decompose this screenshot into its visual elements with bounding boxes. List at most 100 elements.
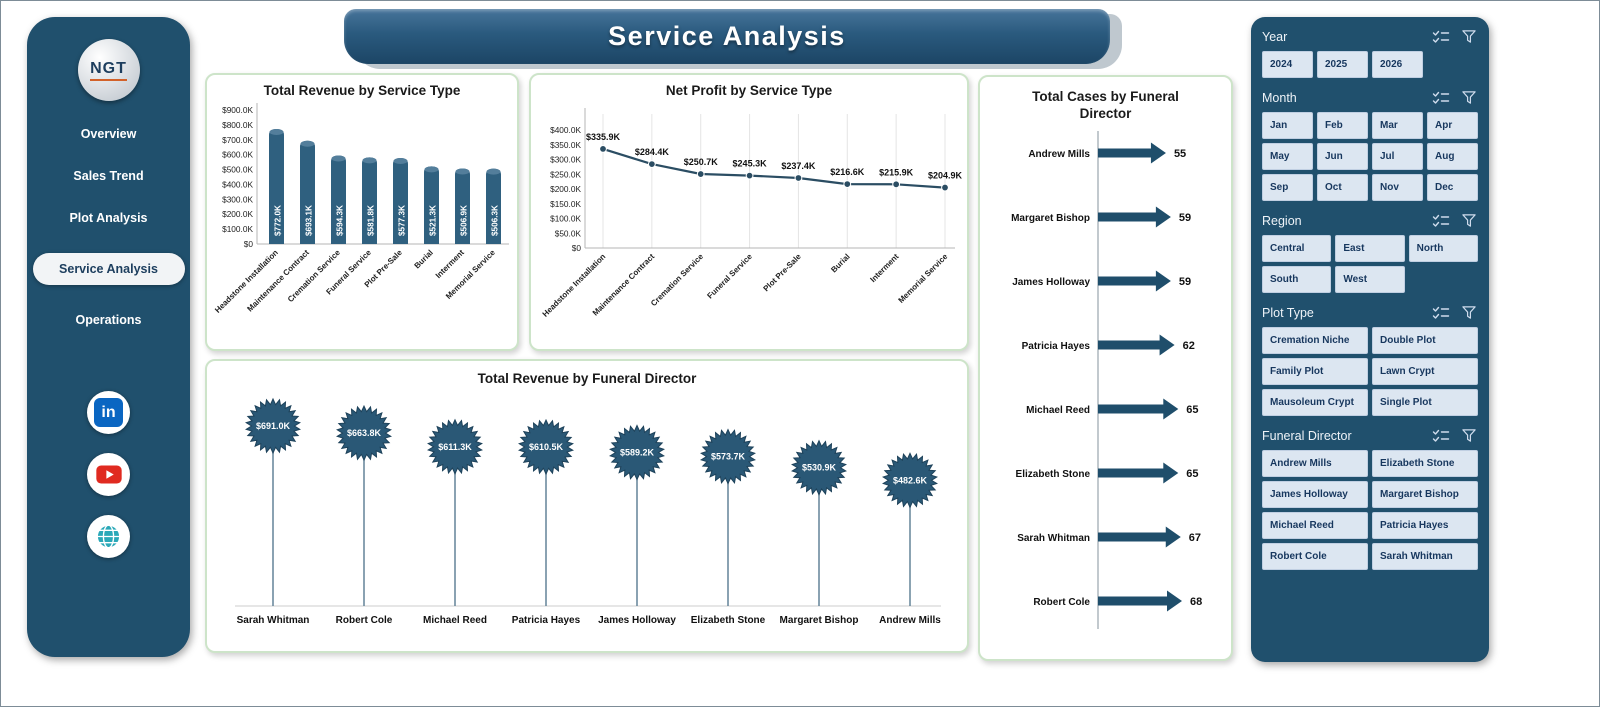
slicer-option-2025[interactable]: 2025 (1317, 51, 1368, 78)
star-value-label: $589.2K (620, 448, 655, 458)
chart-title: Total Cases by Funeral Director (1032, 89, 1179, 121)
bar-maintenance-contract (300, 140, 315, 244)
starburst-patricia-hayes (518, 418, 574, 476)
multi-select-icon[interactable] (1432, 428, 1450, 443)
slicer-option-sep[interactable]: Sep (1262, 174, 1313, 201)
bar-funeral-service (362, 157, 377, 244)
case-count-label: 65 (1186, 404, 1198, 416)
y-tick-label: $400.0K (222, 179, 253, 189)
clear-filter-icon[interactable] (1460, 29, 1478, 44)
slicer-option-apr[interactable]: Apr (1427, 112, 1478, 139)
slicer-option-may[interactable]: May (1262, 143, 1313, 170)
clear-filter-icon[interactable] (1460, 305, 1478, 320)
x-category-label: Burial (829, 252, 851, 274)
linkedin-badge: in (94, 398, 123, 427)
clear-filter-icon[interactable] (1460, 213, 1478, 228)
bar-value-label: $581.8K (367, 205, 376, 236)
ngt-logo: NGT (77, 39, 140, 101)
slicer-option-nov[interactable]: Nov (1372, 174, 1423, 201)
starburst-robert-cole (336, 404, 392, 462)
globe-glyph (96, 524, 121, 549)
starburst-james-holloway (609, 424, 665, 481)
director-label: Michael Reed (1026, 405, 1090, 416)
data-point-cremation-service (696, 170, 705, 178)
sidebar-item-overview[interactable]: Overview (80, 127, 137, 141)
net-profit-line-chart: $0 $50.0K $100.0K $150.0K $200.0K $250.0K $300… (541, 108, 963, 319)
y-tick-label: $0 (244, 239, 254, 249)
page-title: Service Analysis (608, 21, 846, 51)
slicer-options: Andrew Mills Elizabeth Stone James Hollowa… (1262, 450, 1478, 570)
slicer-option-michael-reed[interactable]: Michael Reed (1262, 512, 1368, 539)
slicer-option-2024[interactable]: 2024 (1262, 51, 1313, 78)
slicer-option-lawn-crypt[interactable]: Lawn Crypt (1372, 358, 1478, 385)
data-point-burial (843, 180, 852, 189)
slicer-option-robert-cole[interactable]: Robert Cole (1262, 543, 1368, 570)
chart-title: Total Revenue by Service Type (263, 83, 461, 98)
slicer-option-feb[interactable]: Feb (1317, 112, 1368, 139)
bar-memorial-service (486, 168, 501, 244)
slicer-option-north[interactable]: North (1408, 235, 1478, 262)
chart-title: Net Profit by Service Type (665, 83, 833, 98)
slicer-option-patricia-hayes[interactable]: Patricia Hayes (1372, 512, 1478, 539)
slicer-option-central[interactable]: Central (1262, 235, 1332, 262)
sidebar-item-service-analysis[interactable]: Service Analysis (32, 253, 185, 285)
slicer-option-elizabeth-stone[interactable]: Elizabeth Stone (1372, 450, 1478, 477)
slicer-option-single-plot[interactable]: Single Plot (1372, 389, 1478, 416)
sidebar-item-sales-trend[interactable]: Sales Trend (73, 169, 144, 183)
slicer-option-andrew-mills[interactable]: Andrew Mills (1262, 450, 1368, 477)
multi-select-icon[interactable] (1432, 90, 1450, 105)
slicer-option-jun[interactable]: Jun (1317, 143, 1368, 170)
x-category-label: Funeral Service (705, 252, 754, 301)
x-category-label: Plot Pre-Sale (762, 252, 804, 294)
slicer-option-jul[interactable]: Jul (1372, 143, 1423, 170)
x-category-label: Sarah Whitman (237, 615, 310, 626)
net-profit-line (602, 147, 946, 189)
slicer-option-sarah-whitman[interactable]: Sarah Whitman (1372, 543, 1478, 570)
clear-filter-icon[interactable] (1460, 90, 1478, 105)
bar-headstone-installation (269, 129, 284, 244)
sidebar: NGT Overview Sales Trend Plot Analysis Serv… (27, 17, 190, 657)
sidebar-item-operations[interactable]: Operations (75, 313, 142, 327)
point-value-label: $250.7K (684, 157, 719, 167)
slicer-option-dec[interactable]: Dec (1427, 174, 1478, 201)
y-tick-label: $800.0K (222, 120, 253, 130)
multi-select-icon[interactable] (1432, 29, 1450, 44)
slicer-option-jan[interactable]: Jan (1262, 112, 1313, 139)
slicer-option-double-plot[interactable]: Double Plot (1372, 327, 1478, 354)
point-value-label: $216.6K (830, 167, 865, 177)
case-count-label: 65 (1186, 468, 1198, 480)
slicer-option-2026[interactable]: 2026 (1372, 51, 1423, 78)
slicer-funeral-director: Funeral Director Andrew Mills Elizabeth St… (1262, 428, 1478, 570)
slicer-option-mar[interactable]: Mar (1372, 112, 1423, 139)
x-category-label: Margaret Bishop (780, 615, 859, 626)
slicer-option-oct[interactable]: Oct (1317, 174, 1368, 201)
bar-burial (424, 166, 439, 244)
slicer-option-margaret-bishop[interactable]: Margaret Bishop (1372, 481, 1478, 508)
x-category-label: Cremation Service (649, 252, 705, 308)
slicer-option-james-holloway[interactable]: James Holloway (1262, 481, 1368, 508)
multi-select-icon[interactable] (1432, 213, 1450, 228)
y-tick-label: $700.0K (222, 135, 253, 145)
point-value-label: $245.3K (733, 159, 768, 169)
slicer-option-cremation-niche[interactable]: Cremation Niche (1262, 327, 1368, 354)
case-count-label: 59 (1178, 276, 1190, 288)
slicer-option-mausoleum-crypt[interactable]: Mausoleum Crypt (1262, 389, 1368, 416)
slicer-option-west[interactable]: West (1335, 266, 1405, 293)
website-icon[interactable] (87, 515, 130, 558)
multi-select-icon[interactable] (1432, 305, 1450, 320)
x-category-label: Robert Cole (336, 615, 393, 626)
sidebar-item-plot-analysis[interactable]: Plot Analysis (69, 211, 148, 225)
star-value-label: $610.5K (529, 442, 564, 452)
slicer-options: 2024 2025 2026 (1262, 51, 1478, 78)
slicer-option-south[interactable]: South (1262, 266, 1332, 293)
slicer-option-east[interactable]: East (1335, 235, 1405, 262)
youtube-icon[interactable] (87, 453, 130, 496)
y-tick-label: $600.0K (222, 150, 253, 160)
slicer-option-family-plot[interactable]: Family Plot (1262, 358, 1368, 385)
clear-filter-icon[interactable] (1460, 428, 1478, 443)
slicer-options: Central East North South West (1262, 235, 1478, 293)
starburst-elizabeth-stone (700, 428, 756, 485)
linkedin-icon[interactable]: in (87, 391, 130, 434)
slicer-option-aug[interactable]: Aug (1427, 143, 1478, 170)
